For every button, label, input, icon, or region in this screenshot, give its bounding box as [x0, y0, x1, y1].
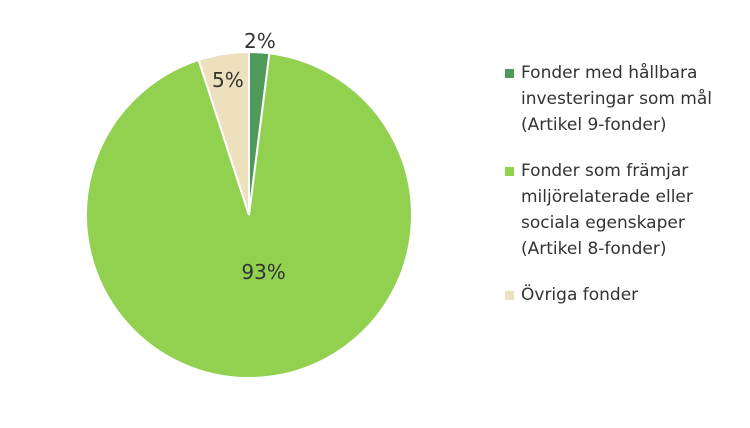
legend-swatch [505, 69, 514, 78]
legend-item: Övriga fonder [505, 282, 720, 308]
legend-label: Övriga fonder [521, 285, 639, 305]
data-label: 5% [212, 68, 244, 92]
data-label: 2% [244, 29, 276, 53]
pie-slice [85, 52, 413, 379]
legend-swatch [505, 291, 514, 300]
pie-slice [197, 50, 250, 216]
legend-label: Fonder som främjar miljörelaterade eller… [521, 161, 693, 259]
data-label: 93% [241, 260, 285, 284]
legend: Fonder med hållbara investeringar som må… [505, 60, 720, 328]
legend-item: Fonder med hållbara investeringar som må… [505, 60, 720, 138]
legend-swatch [505, 167, 514, 176]
legend-label: Fonder med hållbara investeringar som må… [521, 63, 713, 135]
legend-item: Fonder som främjar miljörelaterade eller… [505, 158, 720, 262]
